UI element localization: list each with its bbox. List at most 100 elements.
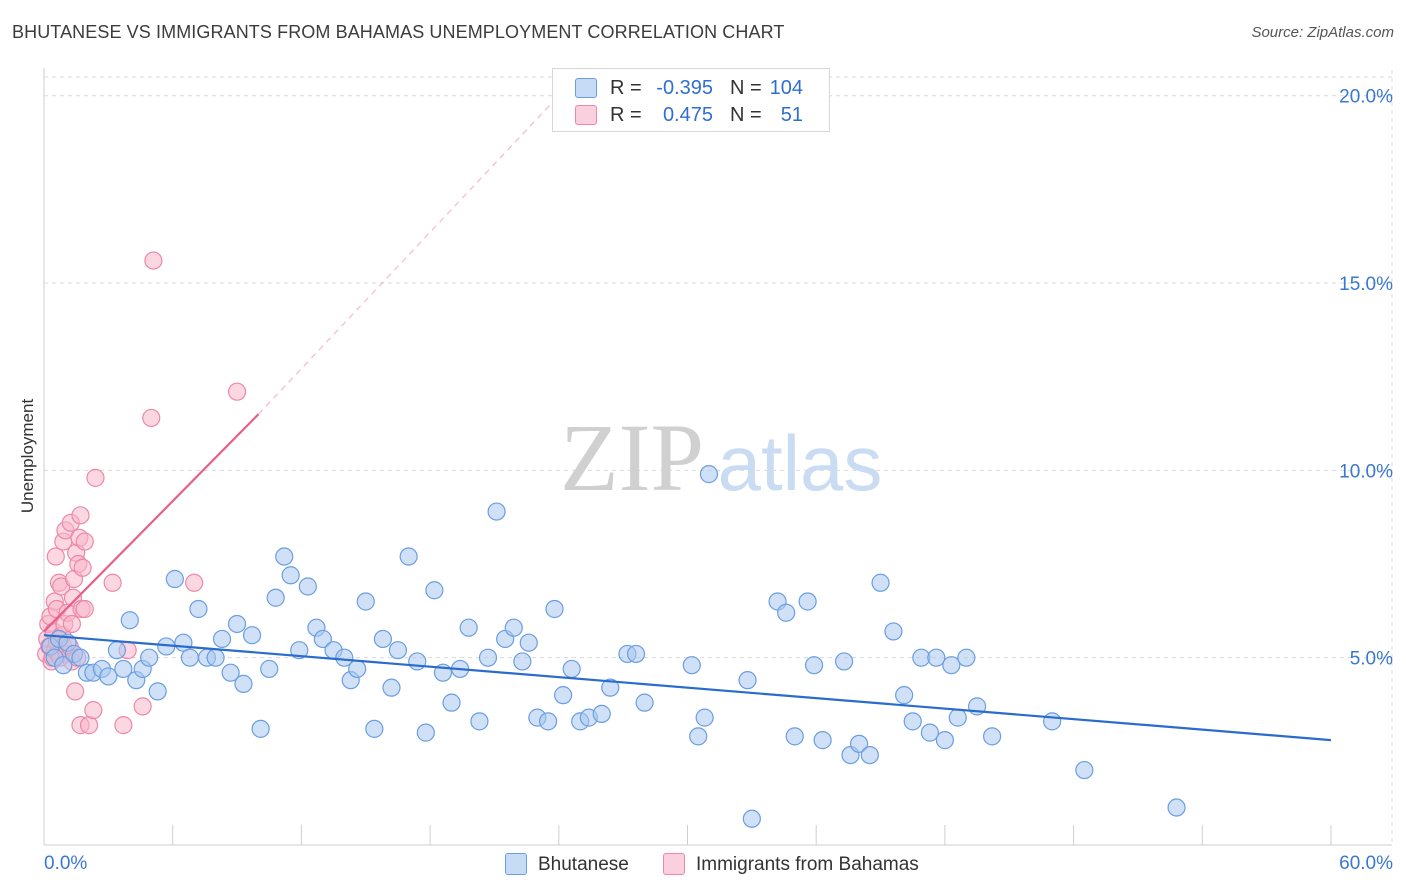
bahamas-point [71,506,90,525]
bhutanese-point [416,723,435,742]
bhutanese-point [777,603,796,622]
legend-row-bhutanese: R = -0.395 N = 104 [553,75,829,101]
legend-n-value: 51 [780,104,803,126]
source-label: Source: ZipAtlas.com [1251,24,1394,41]
legend-r-label: R = [610,104,642,126]
bahamas-point [227,382,247,401]
bhutanese-point [871,573,890,592]
legend-label-bhutanese: Bhutanese [538,854,629,875]
bhutanese-point [388,641,408,660]
bhutanese-point [356,592,375,611]
bhutanese-point [487,502,506,521]
bhutanese-point [120,611,139,630]
bhutanese-point [635,693,654,712]
bhutanese-point [738,671,757,690]
bhutanese-point [553,686,573,705]
watermark-atlas: atlas [718,419,883,507]
legend-swatch-blue [575,78,597,98]
tick-labels: 5.0% 10.0% 15.0% 20.0% 0.0% 60.0% [44,87,1393,874]
bhutanese-point [234,674,253,694]
bhutanese-point [920,723,939,742]
bhutanese-point [860,745,879,765]
x-tick-label-max: 60.0% [1339,853,1393,874]
bhutanese-point [1167,798,1186,817]
x-tick-label-min: 0.0% [44,853,87,874]
bhutanese-point [884,622,903,641]
bhutanese-point [545,599,564,619]
bhutanese-point [519,633,538,652]
legend-r-value: -0.395 [656,77,713,99]
bahamas-point [144,251,163,270]
legend-row-bahamas: R = 0.475 N = 51 [553,102,829,128]
bhutanese-point [470,712,489,731]
bhutanese-point [54,656,73,675]
legend-n-value: 104 [769,77,803,99]
bhutanese-point [189,599,208,619]
y-tick-label: 20.0% [1339,87,1393,108]
bahamas-point [103,573,122,592]
watermark-zip: ZIP [560,404,704,511]
bahamas-point [46,547,65,566]
bhutanese-point [1043,712,1062,731]
bhutanese-point [281,566,300,585]
bhutanese-point [699,465,719,484]
bhutanese-point [695,708,714,727]
legend-r-value: 0.475 [662,104,713,126]
bhutanese-point [592,704,611,723]
bhutanese-point [221,663,240,682]
bhutanese-point [982,727,1002,746]
bhutanese-point [689,727,708,746]
bhutanese-point [165,569,184,589]
bahamas-point [84,701,103,720]
bhutanese-point [290,641,309,660]
bhutanese-point [365,719,384,738]
series-legend: Bhutanese Immigrants from Bahamas [0,850,1406,878]
bhutanese-point [948,708,967,727]
bhutanese-point [399,547,418,566]
bhutanese-point [513,652,532,671]
bhutanese-point [459,618,478,637]
axes [43,68,1392,846]
bhutanese-point [742,809,761,828]
bhutanese-point [927,648,946,667]
y-tick-label: 5.0% [1350,649,1393,670]
legend-swatch-pink [575,105,597,125]
bhutanese-point [107,641,127,660]
trend-lines [43,95,1332,742]
bhutanese-point [895,686,914,705]
bahamas-point [66,682,85,701]
bhutanese-point [504,618,523,637]
bhutanese-point [71,648,90,667]
bahamas-point [142,408,161,428]
bhutanese-point [298,577,317,596]
legend-label-bahamas: Immigrants from Bahamas [696,854,919,875]
bahamas-point [62,614,81,634]
bhutanese-point [442,693,461,712]
bahamas-point [75,532,94,551]
bhutanese-point [148,682,167,701]
series-bhutanese-points [41,465,1186,828]
bhutanese-trend-line [43,634,1332,742]
bhutanese-point [903,712,922,731]
bhutanese-point [408,652,427,671]
bhutanese-point [242,626,262,645]
series-bahamas-points [37,251,247,735]
bhutanese-point [114,659,133,679]
bhutanese-point [849,734,869,753]
bahamas-trend-line [43,413,260,633]
bhutanese-point [227,614,247,634]
bhutanese-point [942,656,961,675]
bhutanese-point [140,648,159,667]
bhutanese-point [206,648,225,667]
bhutanese-point [266,588,285,607]
bhutanese-point [335,648,354,667]
bhutanese-point [313,629,332,649]
legend-swatch-pink [663,853,685,875]
gridlines [44,70,1393,845]
bhutanese-point [373,629,393,649]
legend-r-label: R = [610,77,642,99]
bhutanese-point [957,648,976,667]
bahamas-point [114,716,133,735]
legend-n-label: N = [730,77,762,99]
bhutanese-point [251,719,270,738]
